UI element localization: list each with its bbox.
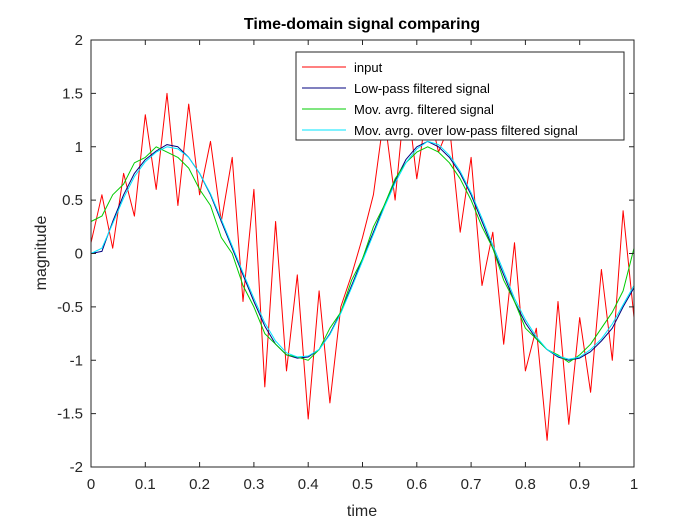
legend-box <box>295 51 625 141</box>
x-tick-label: 0.1 <box>135 476 156 493</box>
x-tick-label: 0.9 <box>569 476 590 493</box>
series-line-3 <box>90 140 635 360</box>
y-tick-label: -1 <box>70 352 83 369</box>
legend-label-3: Mov. avrg. over low-pass filtered signal <box>354 123 578 138</box>
chart-title: Time-domain signal comparing <box>244 16 480 33</box>
legend: input Low-pass filtered signal Mov. avrg. … <box>295 51 625 141</box>
y-tick-label: -1.5 <box>57 406 83 423</box>
legend-label-1: Low-pass filtered signal <box>354 81 490 96</box>
x-tick-label: 0.6 <box>406 476 427 493</box>
y-axis-label: magnitude <box>33 216 50 291</box>
x-axis-label: time <box>347 503 377 520</box>
y-tick-label: -0.5 <box>57 299 83 316</box>
legend-label-2: Mov. avrg. filtered signal <box>354 102 494 117</box>
y-tick-label: -2 <box>70 459 83 476</box>
x-tick-label: 0 <box>87 476 95 493</box>
y-tick-label: 1.5 <box>62 85 83 102</box>
x-axis-ticks: 0 0.1 0.2 0.3 0.4 0.5 0.6 0.7 0.8 0.9 1 <box>87 40 638 493</box>
y-tick-label: 0 <box>75 246 83 263</box>
x-tick-label: 0.5 <box>352 476 373 493</box>
x-tick-label: 0.8 <box>515 476 536 493</box>
x-tick-label: 0.4 <box>298 476 319 493</box>
y-tick-label: 0.5 <box>62 192 83 209</box>
y-axis-ticks: 2 1.5 1 0.5 0 -0.5 -1 -1.5 -2 <box>57 32 634 476</box>
series-line-0 <box>90 87 635 441</box>
x-tick-label: 0.7 <box>461 476 482 493</box>
y-tick-label: 1 <box>75 139 83 156</box>
legend-label-0: input <box>354 60 383 75</box>
x-tick-label: 0.3 <box>243 476 264 493</box>
x-tick-label: 0.2 <box>189 476 210 493</box>
y-tick-label: 2 <box>75 32 83 49</box>
data-layer <box>90 87 635 441</box>
legend-items: input Low-pass filtered signal Mov. avrg. … <box>302 60 578 138</box>
x-tick-label: 1 <box>630 476 638 493</box>
